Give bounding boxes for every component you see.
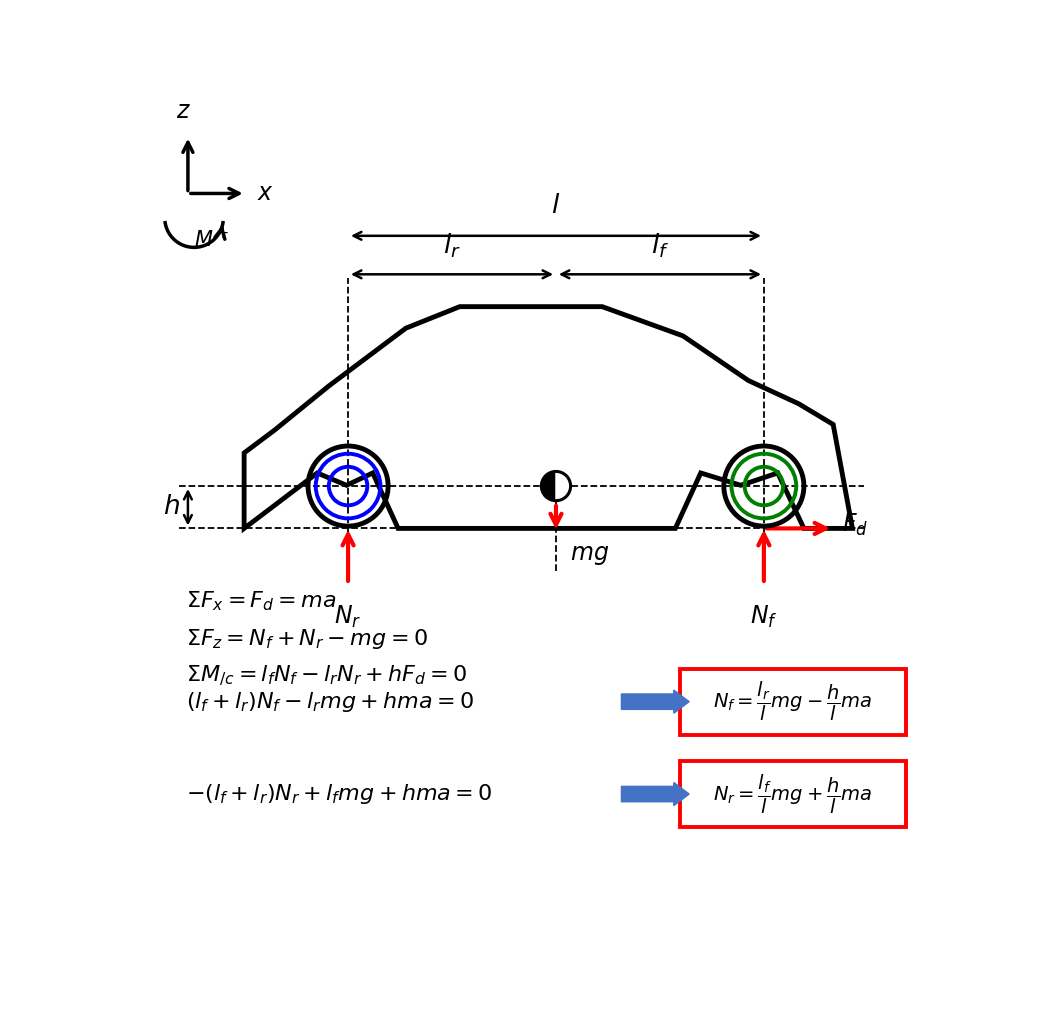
- Text: $mg$: $mg$: [569, 544, 609, 567]
- Text: $h$: $h$: [162, 494, 180, 521]
- FancyArrow shape: [621, 690, 689, 713]
- Text: $z$: $z$: [176, 99, 191, 123]
- Text: $l$: $l$: [552, 193, 561, 219]
- Text: $-(l_f + l_r)N_r + l_f mg + hma = 0$: $-(l_f + l_r)N_r + l_f mg + hma = 0$: [186, 782, 492, 806]
- FancyBboxPatch shape: [680, 669, 906, 735]
- Text: $\Sigma F_x = F_d = ma$: $\Sigma F_x = F_d = ma$: [186, 589, 337, 613]
- FancyArrow shape: [621, 783, 689, 805]
- FancyBboxPatch shape: [680, 761, 906, 827]
- Text: $(l_f + l_r)N_f - l_r mg + hma = 0$: $(l_f + l_r)N_f - l_r mg + hma = 0$: [186, 690, 475, 713]
- Text: $\Sigma M_{/c} = l_f N_f - l_r N_r + hF_d = 0$: $\Sigma M_{/c} = l_f N_f - l_r N_r + hF_…: [186, 663, 468, 687]
- Text: $l_r$: $l_r$: [443, 232, 461, 260]
- Text: $l_f$: $l_f$: [650, 232, 669, 260]
- Text: $M^+$: $M^+$: [193, 228, 229, 251]
- Polygon shape: [541, 471, 556, 500]
- Text: $F_d$: $F_d$: [843, 512, 869, 538]
- Polygon shape: [556, 471, 570, 500]
- Text: $N_r$: $N_r$: [335, 603, 362, 630]
- Text: $x$: $x$: [258, 182, 274, 206]
- Text: $N_r = \dfrac{l_f}{l}mg + \dfrac{h}{l}ma$: $N_r = \dfrac{l_f}{l}mg + \dfrac{h}{l}ma…: [713, 772, 873, 815]
- Text: $\Sigma F_z = N_f + N_r - mg = 0$: $\Sigma F_z = N_f + N_r - mg = 0$: [186, 627, 428, 651]
- Text: $N_f = \dfrac{l_r}{l}mg - \dfrac{h}{l}ma$: $N_f = \dfrac{l_r}{l}mg - \dfrac{h}{l}ma…: [713, 680, 873, 723]
- Text: $N_f$: $N_f$: [750, 603, 777, 630]
